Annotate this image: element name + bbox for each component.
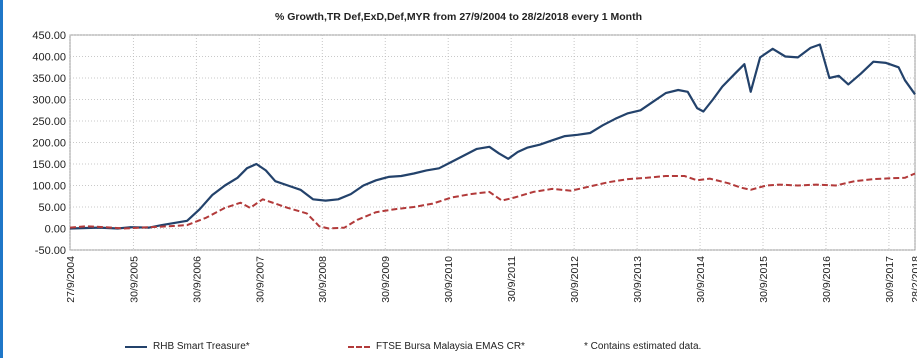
y-tick-label: 400.00 — [32, 52, 66, 64]
x-tick-label: 30/9/2013 — [632, 256, 644, 303]
y-tick-label: 0.00 — [45, 224, 66, 236]
x-tick-label: 27/9/2004 — [65, 256, 77, 303]
y-tick-label: 250.00 — [32, 116, 66, 128]
x-tick-label: 30/9/2012 — [569, 256, 581, 303]
y-tick-label: 150.00 — [32, 159, 66, 171]
series-line-fund — [69, 43, 916, 230]
chart-title: % Growth,TR Def,ExD,Def,MYR from 27/9/20… — [274, 11, 643, 23]
x-tick-label: 30/9/2008 — [317, 256, 329, 303]
legend-label-fund: RHB Smart Treasure* — [153, 341, 250, 352]
left-accent-border — [0, 0, 3, 358]
legend-item-benchmark: FTSE Bursa Malaysia EMAS CR* — [348, 341, 525, 352]
y-tick-label: 350.00 — [32, 73, 66, 85]
x-tick-label: 30/9/2015 — [758, 256, 770, 303]
x-tick-label: 30/9/2005 — [128, 256, 140, 303]
legend-label-benchmark: FTSE Bursa Malaysia EMAS CR* — [376, 341, 525, 352]
y-tick-label: 50.00 — [38, 202, 66, 214]
legend-swatch-dashed-line — [348, 345, 370, 348]
x-tick-label: 30/9/2009 — [380, 256, 392, 303]
x-tick-label: 30/9/2014 — [695, 256, 707, 303]
y-tick-label: 200.00 — [32, 138, 66, 150]
x-tick-label: 30/9/2006 — [191, 256, 203, 303]
x-tick-label: 30/9/2016 — [821, 256, 833, 303]
y-tick-label: 300.00 — [32, 95, 66, 107]
line-chart: 450.00 400.00 350.00 300.00 250.00 200.00 150.… — [32, 30, 917, 303]
y-tick-label: 100.00 — [32, 181, 66, 193]
x-tick-label: 30/9/2017 — [884, 256, 896, 303]
x-tick-label: 30/9/2010 — [443, 256, 455, 303]
y-tick-label: -50.00 — [35, 245, 66, 257]
series-line-benchmark — [69, 172, 916, 230]
legend-item-footnote: * Contains estimated data. — [584, 341, 701, 352]
legend-item-fund: RHB Smart Treasure* — [125, 341, 250, 352]
y-tick-label: 450.00 — [32, 30, 66, 42]
legend-swatch-solid-line — [125, 345, 147, 348]
chart-legend: RHB Smart Treasure* FTSE Bursa Malaysia … — [0, 341, 917, 357]
x-tick-label: 30/9/2011 — [506, 256, 518, 302]
footnote-text: * Contains estimated data. — [584, 341, 702, 352]
x-tick-label: 28/2/2018 — [910, 256, 917, 303]
x-tick-label: 30/9/2007 — [254, 256, 266, 303]
